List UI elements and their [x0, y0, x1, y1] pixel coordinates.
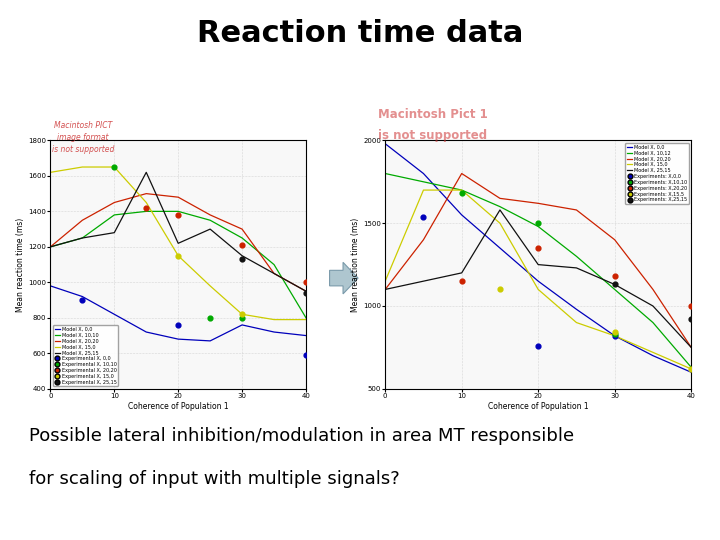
Point [109, 163, 120, 171]
Point [685, 302, 697, 310]
Point [300, 289, 312, 298]
Y-axis label: Mean reaction time (ms): Mean reaction time (ms) [351, 218, 360, 312]
Point [609, 272, 621, 280]
Point [609, 280, 621, 289]
Point [300, 278, 312, 287]
Point [685, 315, 697, 323]
Y-axis label: Mean reaction time (ms): Mean reaction time (ms) [17, 218, 25, 312]
Point [236, 255, 248, 264]
Text: for scaling of input with multiple signals?: for scaling of input with multiple signa… [29, 470, 400, 488]
X-axis label: Coherence of Population 1: Coherence of Population 1 [488, 402, 588, 411]
Point [173, 211, 184, 219]
Point [236, 310, 248, 319]
Point [533, 341, 544, 350]
Point [685, 364, 697, 373]
Point [418, 212, 429, 221]
Text: Possible lateral inhibition/modulation in area MT responsible: Possible lateral inhibition/modulation i… [29, 427, 574, 444]
Point [533, 244, 544, 252]
Point [456, 189, 467, 198]
Text: Macintosh PICT
image format
is not supported: Macintosh PICT image format is not suppo… [52, 122, 114, 154]
Point [204, 314, 216, 322]
FancyArrow shape [330, 262, 358, 294]
Point [609, 330, 621, 339]
X-axis label: Coherence of Population 1: Coherence of Population 1 [128, 402, 228, 411]
Point [236, 314, 248, 322]
Legend: Model X, 0,0, Model X, 10,10, Model X, 20,20, Model X, 15,0, Model X, 25,15, Exp: Model X, 0,0, Model X, 10,10, Model X, 2… [53, 325, 118, 386]
Point [236, 241, 248, 249]
Point [533, 219, 544, 227]
Text: is not supported: is not supported [378, 129, 487, 141]
Point [609, 332, 621, 340]
Point [140, 204, 152, 212]
Point [609, 328, 621, 337]
Point [173, 321, 184, 329]
Point [300, 351, 312, 360]
Text: Reaction time data: Reaction time data [197, 19, 523, 48]
Point [76, 296, 88, 305]
Text: Macintosh Pict 1: Macintosh Pict 1 [378, 108, 487, 121]
Point [173, 252, 184, 260]
Legend: Model X, 0,0, Model X, 10,12, Model X, 20,20, Model X, 15,0, Model X, 25,15, Exp: Model X, 0,0, Model X, 10,12, Model X, 2… [625, 143, 689, 204]
Point [456, 277, 467, 286]
Point [494, 285, 505, 294]
